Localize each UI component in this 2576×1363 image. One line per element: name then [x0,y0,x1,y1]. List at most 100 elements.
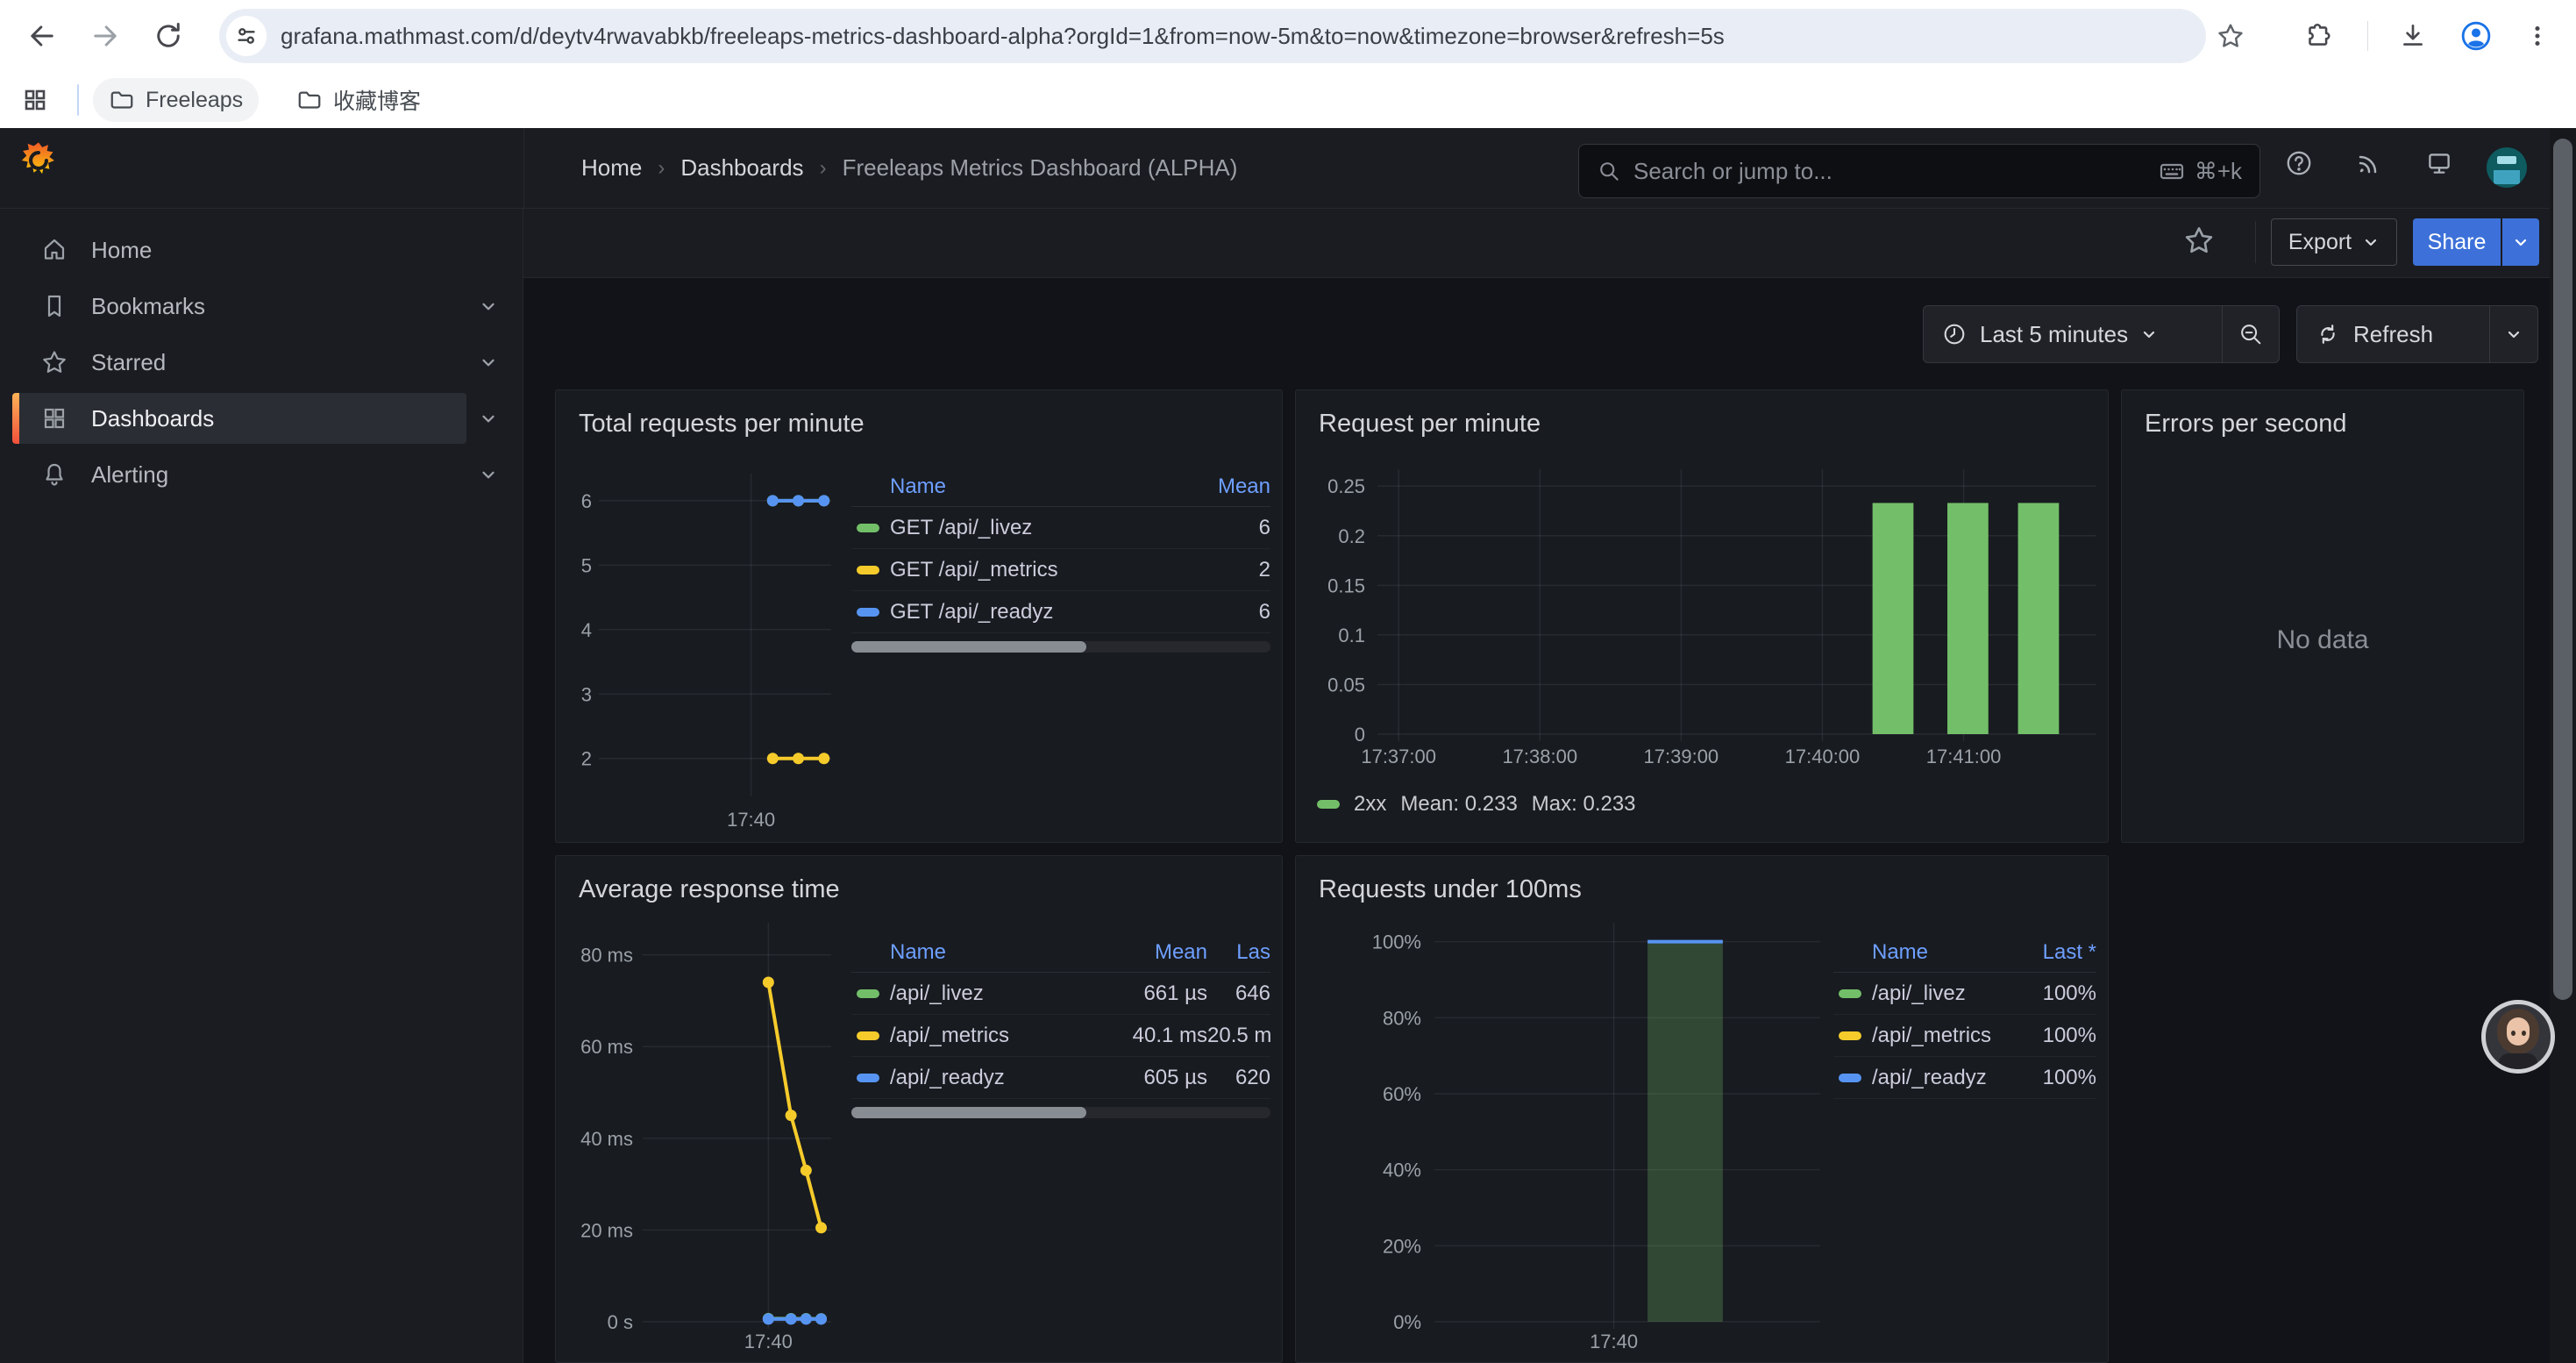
legend-horizontal-scrollbar[interactable] [851,641,1270,653]
legend-row[interactable]: GET /api/_metrics 2 [851,549,1270,591]
search-input[interactable]: Search or jump to... ⌘+k [1578,144,2260,198]
legend-row[interactable]: /api/_livez 661 µs 646 [851,973,1270,1015]
sidebar-item-label: Bookmarks [91,292,206,319]
panel-title[interactable]: Requests under 100ms [1319,875,1582,903]
legend-row[interactable]: GET /api/_livez 6 [851,507,1270,549]
scrollbar-thumb[interactable] [2553,139,2572,1000]
sidebar-item-starred[interactable]: Starred [12,337,495,388]
browser-menu-button[interactable] [2515,13,2560,59]
svg-text:60%: 60% [1383,1083,1421,1105]
series-name[interactable]: /api/_metrics [1872,1023,1992,1047]
user-avatar[interactable] [2487,147,2527,188]
panel-title[interactable]: Errors per second [2145,410,2347,438]
series-mean: 40.1 ms [1132,1023,1207,1047]
svg-text:0.2: 0.2 [1338,525,1365,547]
series-name[interactable]: 2xx [1354,792,1387,816]
active-accent-bar [12,393,19,444]
keyboard-icon [2158,157,2186,185]
chevron-down-icon[interactable] [479,296,498,316]
time-range-picker[interactable]: Last 5 minutes [1924,306,2222,362]
svg-text:20 ms: 20 ms [580,1219,633,1241]
page-scrollbar[interactable] [2550,128,2576,1363]
share-menu-button[interactable] [2502,218,2539,266]
average-response-time-chart: 0 s 20 ms 40 ms 60 ms 80 ms 17:40 [580,923,831,1352]
refresh-button[interactable]: Refresh [2297,306,2489,362]
chevron-down-icon [2505,325,2523,343]
legend-table: Name Mean Las /api/_livez 661 µs 646 /ap… [851,933,1270,1118]
address-bar[interactable]: grafana.mathmast.com/d/deytv4rwavabkb/fr… [219,9,2206,63]
downloads-button[interactable] [2390,13,2436,59]
search-icon [1597,159,1621,183]
browser-back-button[interactable] [19,13,65,59]
site-settings-button[interactable] [226,16,267,56]
sidebar-item-bookmarks[interactable]: Bookmarks [12,281,495,332]
series-name[interactable]: /api/_livez [890,981,984,1005]
legend-row[interactable]: /api/_livez 100% [1833,973,2096,1015]
breadcrumb-dashboards[interactable]: Dashboards [680,154,804,181]
legend-horizontal-scrollbar[interactable] [851,1107,1270,1118]
series-name[interactable]: /api/_metrics [890,1023,1010,1047]
news-button[interactable] [2346,140,2392,186]
panel-request-per-minute: Request per minute 0 0.05 0.1 0.15 0.2 0.25 17… [1295,389,2109,843]
breadcrumb-home[interactable]: Home [581,154,643,181]
panel-title[interactable]: Total requests per minute [579,410,865,438]
apps-button[interactable] [12,77,58,123]
series-name[interactable]: GET /api/_livez [890,515,1033,539]
panel-title[interactable]: Average response time [579,875,840,903]
bookmark-folder-freeleaps[interactable]: Freeleaps [93,78,260,122]
toolbar-divider [2367,21,2368,51]
series-name[interactable]: GET /api/_metrics [890,557,1058,582]
bookmark-icon [40,292,68,320]
chevron-down-icon[interactable] [479,465,498,484]
browser-reload-button[interactable] [146,13,191,59]
legend-row[interactable]: /api/_metrics 40.1 ms 20.5 m [851,1015,1270,1057]
dashboards-grid-icon [40,404,68,432]
legend[interactable]: 2xx Mean: 0.233 Max: 0.233 [1317,792,1636,817]
legend-col-last[interactable]: Last * [2042,940,2096,964]
browser-forward-button[interactable] [82,13,128,59]
share-label: Share [2427,229,2487,254]
browser-toolbar: grafana.mathmast.com/d/deytv4rwavabkb/fr… [0,0,2576,72]
bookmark-folder-blogs[interactable]: 收藏博客 [281,78,437,122]
bookmarks-bar: Freeleaps 收藏博客 [0,72,2576,129]
help-button[interactable] [2276,140,2322,186]
requests-under-100ms-chart: 0% 20% 40% 60% 80% 100% 17:40 [1372,923,1820,1352]
assistant-avatar[interactable] [2481,1000,2555,1074]
export-button[interactable]: Export [2271,218,2397,266]
legend-row[interactable]: /api/_readyz 100% [1833,1057,2096,1099]
legend-col-mean[interactable]: Mean [1154,940,1207,964]
panel-title[interactable]: Request per minute [1319,410,1541,438]
favorite-dashboard-button[interactable] [2176,218,2222,263]
zoom-out-time-button[interactable] [2223,306,2279,362]
refresh-interval-button[interactable] [2490,306,2537,362]
legend-col-mean[interactable]: Mean [1217,475,1270,498]
legend-row[interactable]: /api/_metrics 100% [1833,1015,2096,1057]
share-button[interactable]: Share [2413,218,2501,266]
series-name[interactable]: GET /api/_readyz [890,599,1054,624]
chevron-down-icon[interactable] [479,353,498,372]
legend-row[interactable]: /api/_readyz 605 µs 620 [851,1057,1270,1099]
legend-row[interactable]: GET /api/_readyz 6 [851,591,1270,633]
scrollbar-thumb[interactable] [851,1107,1086,1118]
grafana-logo[interactable] [19,140,58,185]
scrollbar-thumb[interactable] [851,641,1086,653]
sidebar-item-dashboards[interactable]: Dashboards [12,393,495,444]
sidebar-item-home[interactable]: Home [12,225,466,275]
legend-col-last[interactable]: Las [1236,940,1270,964]
refresh-icon [2315,321,2341,347]
series-mean: 2 [1258,557,1270,582]
series-name[interactable]: /api/_readyz [1872,1065,1987,1089]
extensions-button[interactable] [2295,13,2340,59]
legend-col-name[interactable]: Name [1872,940,1929,964]
chevron-down-icon[interactable] [479,409,498,428]
kiosk-mode-button[interactable] [2416,140,2462,186]
url-text[interactable]: grafana.mathmast.com/d/deytv4rwavabkb/fr… [281,22,1725,49]
bookmark-page-button[interactable] [2208,13,2253,59]
browser-profile-button[interactable] [2453,13,2499,59]
series-name[interactable]: /api/_livez [1872,981,1966,1005]
chevron-right-icon: › [819,155,827,180]
legend-col-name[interactable]: Name [890,940,947,964]
sidebar-item-alerting[interactable]: Alerting [12,449,495,500]
legend-col-name[interactable]: Name [890,475,947,498]
series-name[interactable]: /api/_readyz [890,1065,1005,1089]
